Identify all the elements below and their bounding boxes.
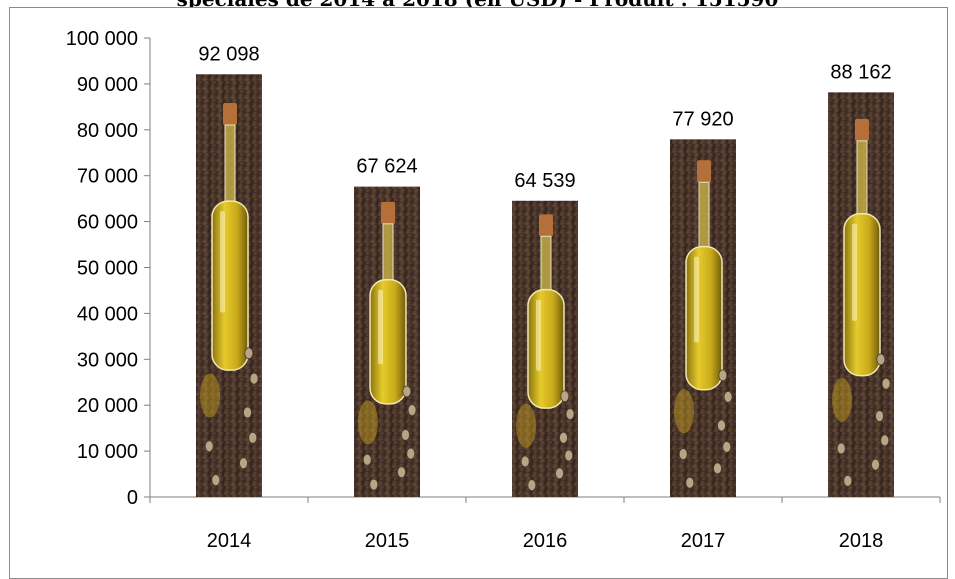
bottle-body bbox=[527, 288, 565, 409]
y-tick-label: 90 000 bbox=[77, 74, 138, 96]
seed bbox=[211, 474, 221, 486]
seed bbox=[239, 457, 248, 470]
bar-2016 bbox=[512, 200, 578, 497]
data-label-2017: 77 920 bbox=[672, 108, 733, 130]
seed bbox=[722, 441, 732, 453]
seed bbox=[723, 390, 733, 403]
seed bbox=[397, 466, 406, 479]
seed bbox=[401, 429, 410, 441]
seed bbox=[881, 377, 891, 390]
seed bbox=[718, 369, 728, 382]
chart-title: spéciales de 2014 à 2018 (en USD) - Prod… bbox=[0, 0, 955, 11]
seed bbox=[871, 458, 880, 471]
bottle-highlight bbox=[694, 256, 699, 343]
seed bbox=[406, 447, 416, 460]
bottle-neck bbox=[382, 223, 394, 281]
bottle-neck bbox=[540, 235, 552, 291]
seed bbox=[559, 431, 568, 444]
x-tick-label-2016: 2016 bbox=[523, 530, 568, 552]
seed bbox=[204, 440, 214, 453]
seed bbox=[678, 448, 688, 460]
data-label-2014: 92 098 bbox=[198, 43, 259, 65]
y-tick-label: 100 000 bbox=[66, 28, 138, 50]
seed bbox=[244, 347, 254, 360]
x-tick-label-2014: 2014 bbox=[207, 530, 252, 552]
y-tick-label: 0 bbox=[127, 487, 138, 509]
seed bbox=[555, 467, 564, 480]
bar-2014 bbox=[196, 74, 262, 498]
bottle-highlight bbox=[536, 299, 541, 371]
bottle-neck bbox=[698, 181, 710, 248]
seed bbox=[402, 385, 412, 398]
seed bbox=[880, 434, 890, 447]
seed bbox=[565, 408, 575, 420]
seed bbox=[836, 442, 846, 455]
seed bbox=[685, 476, 695, 489]
data-label-2016: 64 539 bbox=[514, 170, 575, 192]
bottle-body bbox=[685, 245, 723, 391]
bar-2015 bbox=[354, 186, 420, 497]
bottle-neck bbox=[856, 140, 868, 215]
bar-2017 bbox=[670, 139, 736, 497]
y-tick-label: 20 000 bbox=[77, 395, 138, 417]
oil-reflection bbox=[674, 389, 694, 434]
bottle-cork bbox=[697, 160, 711, 183]
seed bbox=[717, 419, 726, 432]
x-tick-label-2015: 2015 bbox=[365, 530, 410, 552]
x-tick-label-2018: 2018 bbox=[839, 530, 884, 552]
bottle-cork bbox=[539, 214, 553, 237]
seed bbox=[249, 372, 259, 385]
bottle-neck bbox=[224, 124, 236, 202]
seed bbox=[527, 479, 537, 492]
data-label-2015: 67 624 bbox=[356, 156, 417, 178]
oil-reflection bbox=[832, 377, 852, 422]
seed bbox=[560, 390, 570, 403]
seed bbox=[362, 453, 372, 466]
y-tick-label: 10 000 bbox=[77, 441, 138, 463]
bottle-cork bbox=[855, 118, 869, 141]
bottle-cork bbox=[223, 102, 237, 125]
chart-area bbox=[9, 7, 948, 579]
bottle-cork bbox=[381, 201, 395, 224]
seed bbox=[713, 462, 722, 475]
seed bbox=[876, 353, 886, 366]
y-tick-label: 80 000 bbox=[77, 120, 138, 142]
seed bbox=[369, 478, 379, 491]
y-tick-label: 60 000 bbox=[77, 212, 138, 234]
y-tick-label: 50 000 bbox=[77, 258, 138, 280]
bottle-highlight bbox=[378, 289, 383, 365]
bottle-body bbox=[369, 278, 407, 405]
bottle-highlight bbox=[220, 211, 225, 313]
oil-reflection bbox=[200, 373, 220, 418]
seed bbox=[243, 406, 252, 419]
bottle-highlight bbox=[852, 223, 857, 321]
seed bbox=[843, 474, 853, 487]
seed bbox=[875, 410, 884, 422]
seed bbox=[248, 431, 258, 444]
oil-reflection bbox=[516, 403, 536, 448]
seed bbox=[564, 449, 574, 462]
y-tick-label: 30 000 bbox=[77, 349, 138, 371]
bar-2018 bbox=[828, 92, 894, 497]
seed bbox=[520, 455, 530, 468]
bottle-body bbox=[211, 200, 249, 371]
seed bbox=[407, 404, 417, 416]
x-tick-label-2017: 2017 bbox=[681, 530, 726, 552]
data-label-2018: 88 162 bbox=[830, 61, 891, 83]
bottle-body bbox=[843, 212, 881, 377]
y-tick-label: 70 000 bbox=[77, 166, 138, 188]
y-tick-label: 40 000 bbox=[77, 303, 138, 325]
oil-reflection bbox=[358, 400, 378, 445]
